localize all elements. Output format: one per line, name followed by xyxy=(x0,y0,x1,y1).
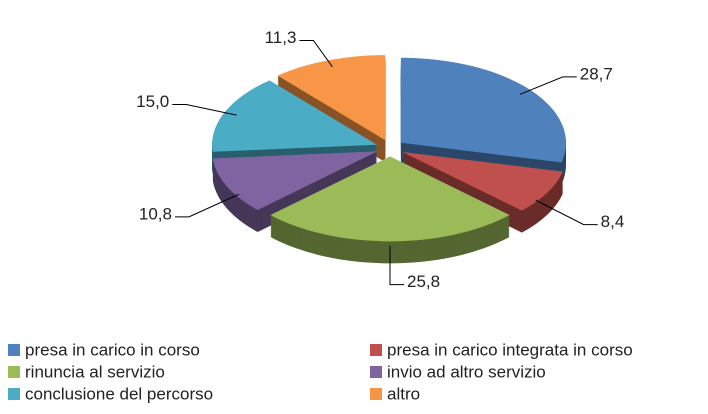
legend-label: invio ad altro servizio xyxy=(387,362,546,381)
slice xyxy=(402,152,563,211)
data-label: 15,0 xyxy=(136,92,169,111)
legend-swatch xyxy=(8,366,20,378)
legend-label: presa in carico integrata in corso xyxy=(387,340,633,359)
slice xyxy=(277,55,386,141)
legend-swatch xyxy=(370,344,382,356)
slice xyxy=(212,151,378,211)
legend-label: conclusione del percorso xyxy=(25,384,213,403)
legend-swatch xyxy=(8,344,20,356)
leader-line xyxy=(174,193,239,218)
legend-swatch xyxy=(8,388,20,400)
legend-label: rinuncia al servizio xyxy=(25,362,165,381)
leader-line xyxy=(519,76,577,95)
data-label: 28,7 xyxy=(580,64,613,83)
data-label: 8,4 xyxy=(601,212,625,231)
leader-line xyxy=(389,245,404,286)
legend-label: presa in carico in corso xyxy=(25,340,200,359)
legend-swatch xyxy=(370,366,382,378)
data-label: 11,3 xyxy=(265,28,297,47)
data-label: 25,8 xyxy=(407,272,440,291)
slice xyxy=(212,80,378,152)
legend-swatch xyxy=(370,388,382,400)
legend-label: altro xyxy=(387,384,420,403)
leader-line xyxy=(299,39,333,68)
slice xyxy=(400,57,566,163)
leader-line xyxy=(172,103,237,116)
slice xyxy=(270,156,510,242)
data-label: 10,8 xyxy=(139,204,172,223)
leader-line xyxy=(535,199,598,226)
